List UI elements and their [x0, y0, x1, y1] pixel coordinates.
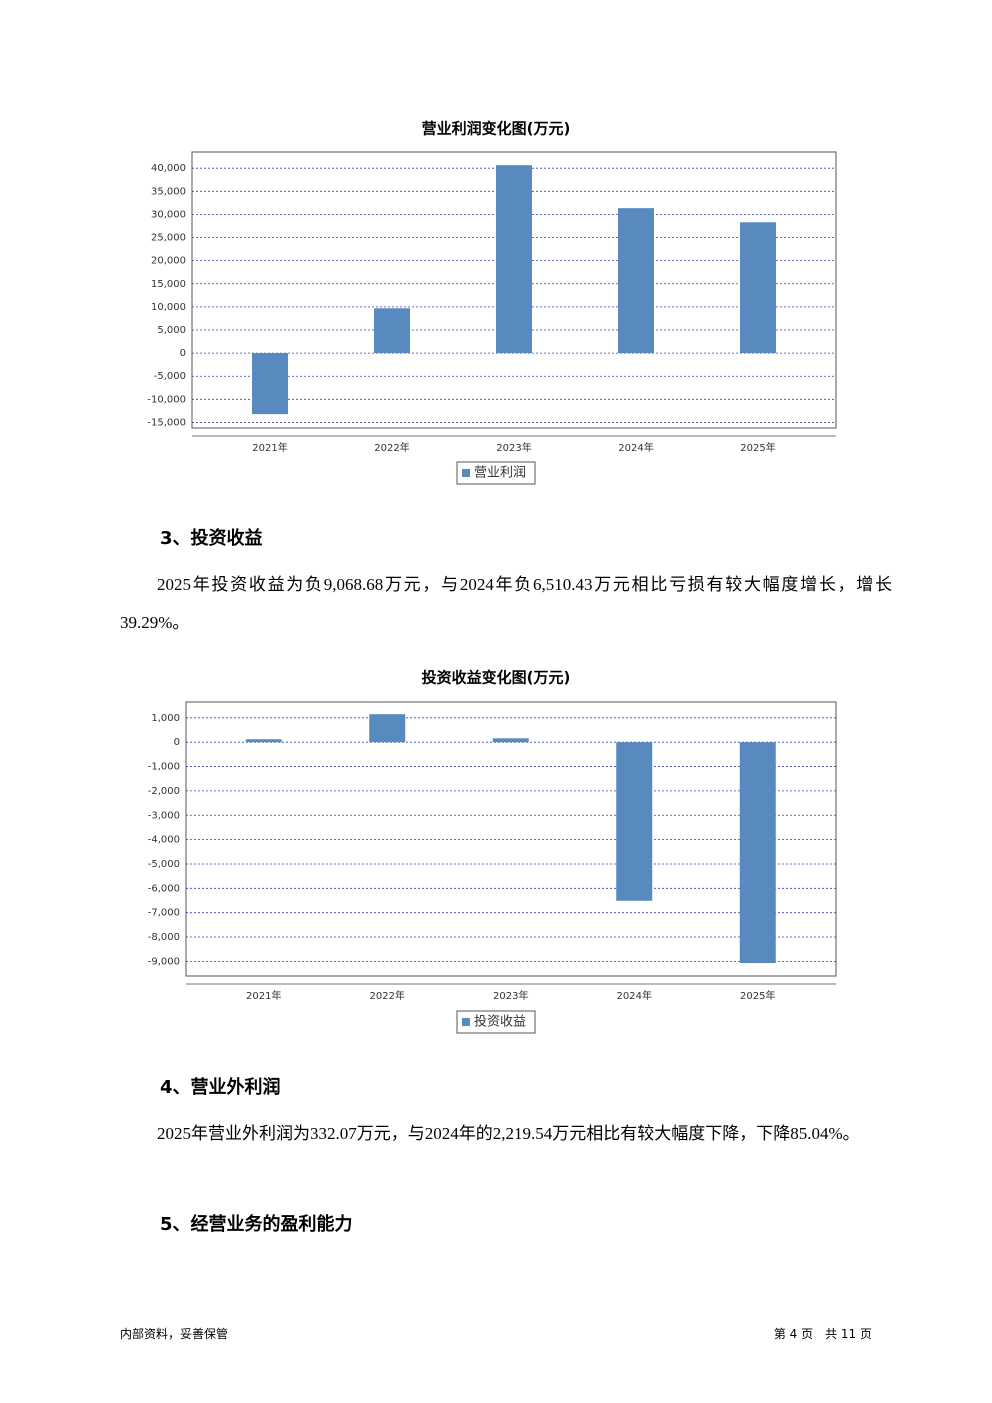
- y-tick-label: 0: [180, 348, 186, 359]
- bar: [245, 739, 282, 743]
- y-tick-label: 1,000: [151, 713, 180, 724]
- legend-box: [456, 1010, 536, 1034]
- bar: [252, 353, 288, 415]
- x-tick-label: 2022年: [370, 989, 405, 1002]
- section-heading: 3、投资收益: [160, 528, 263, 549]
- y-tick-label: -4,000: [148, 835, 180, 846]
- plot-frame: [185, 701, 837, 977]
- y-tick-label: -3,000: [148, 810, 180, 821]
- y-tick-label: -5,000: [148, 859, 180, 870]
- y-tick-label: -8,000: [148, 932, 180, 943]
- footer-left: 内部资料，妥善保管: [120, 1327, 229, 1341]
- x-tick-label: 2025年: [740, 441, 775, 454]
- y-tick-label: -9,000: [148, 956, 180, 967]
- y-tick-label: -15,000: [147, 417, 186, 428]
- y-tick-label: 15,000: [151, 279, 186, 290]
- y-tick-label: 20,000: [151, 256, 186, 267]
- legend-swatch: [462, 1018, 470, 1026]
- x-tick-label: 2022年: [374, 441, 409, 454]
- y-tick-label: 10,000: [151, 302, 186, 313]
- y-tick-label: 0: [174, 737, 180, 748]
- y-tick-label: 5,000: [157, 325, 186, 336]
- y-tick-label: 30,000: [151, 209, 186, 220]
- y-tick-label: -5,000: [154, 371, 186, 382]
- x-tick-label: 2024年: [618, 441, 653, 454]
- x-tick-label: 2021年: [252, 441, 287, 454]
- section-heading: 5、经营业务的盈利能力: [160, 1214, 353, 1235]
- bar: [492, 738, 529, 743]
- x-tick-label: 2023年: [496, 441, 531, 454]
- bar: [374, 308, 410, 354]
- footer-right: 第 4 页 共 11 页: [773, 1327, 872, 1341]
- y-tick-label: -2,000: [148, 786, 180, 797]
- y-tick-label: -7,000: [148, 908, 180, 919]
- x-tick-label: 2024年: [617, 989, 652, 1002]
- legend-box: [456, 461, 536, 485]
- plot-frame: [191, 151, 837, 429]
- y-tick-label: 40,000: [151, 163, 186, 174]
- y-tick-label: -10,000: [147, 394, 186, 405]
- legend-swatch: [462, 469, 470, 477]
- chart-title: 营业利润变化图(万元): [422, 120, 571, 138]
- y-tick-label: -1,000: [148, 762, 180, 773]
- legend-label: 营业利润: [474, 466, 526, 481]
- bar: [496, 165, 532, 354]
- bar: [739, 742, 776, 964]
- bar: [616, 742, 653, 901]
- bar: [618, 208, 654, 354]
- bar: [740, 222, 776, 354]
- x-tick-label: 2021年: [246, 989, 281, 1002]
- y-tick-label: 35,000: [151, 186, 186, 197]
- y-tick-label: -6,000: [148, 883, 180, 894]
- section-paragraph: 2025年营业外利润为332.07万元，与2024年的2,219.54万元相比有…: [157, 1124, 860, 1143]
- section-heading: 4、营业外利润: [160, 1077, 281, 1098]
- chart-title: 投资收益变化图(万元): [422, 669, 571, 687]
- legend-label: 投资收益: [474, 1014, 526, 1030]
- bar: [369, 714, 406, 743]
- y-tick-label: 25,000: [151, 233, 186, 244]
- x-tick-label: 2023年: [493, 989, 528, 1002]
- x-tick-label: 2025年: [740, 989, 775, 1002]
- section-paragraph: 2025年投资收益为负9,068.68万元，与2024年负6,510.43万元相…: [120, 575, 892, 632]
